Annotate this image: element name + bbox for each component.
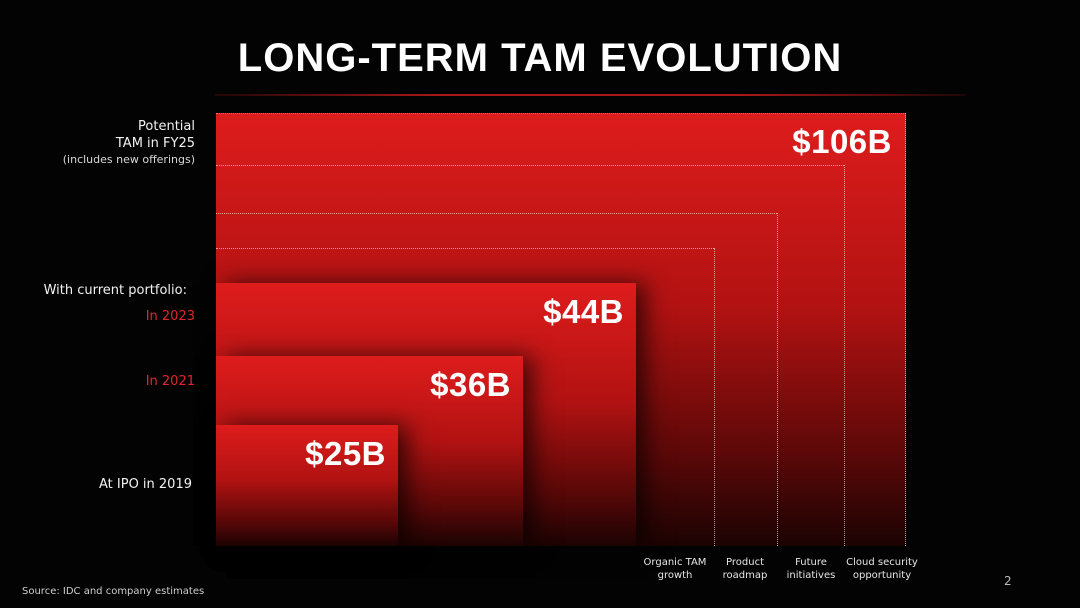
label-potential-line2: TAM in FY25 — [115, 136, 195, 151]
guide-line-v2 — [777, 213, 778, 546]
guide-line-h3 — [216, 248, 714, 249]
category-product-roadmap-line1: Product — [726, 557, 764, 568]
guide-line-h1 — [216, 165, 844, 166]
category-future-initiatives: Future initiatives — [780, 556, 842, 582]
guide-line-h2 — [216, 213, 777, 214]
category-product-roadmap-line2: roadmap — [722, 570, 768, 581]
label-in-2021: In 2021 — [145, 374, 195, 389]
guide-line-v4 — [905, 113, 906, 546]
category-future-initiatives-line1: Future — [795, 557, 827, 568]
source-note: Source: IDC and company estimates — [22, 586, 205, 597]
tam-value-2023: $44B — [543, 293, 624, 330]
category-product-roadmap: Product roadmap — [715, 556, 775, 582]
category-organic-tam-line1: Organic TAM — [643, 557, 707, 568]
slide-title: LONG-TERM TAM EVOLUTION — [237, 36, 843, 80]
category-cloud-security-line2: opportunity — [852, 570, 912, 581]
guide-line-v1 — [844, 165, 845, 546]
tam-value-2019: $25B — [305, 435, 386, 472]
tam-value-fy25: $106B — [792, 123, 892, 160]
label-ipo-2019: At IPO in 2019 — [99, 477, 192, 492]
guide-line-top — [216, 113, 906, 114]
category-organic-tam-line2: growth — [657, 570, 693, 581]
tam-block-2019: $25B — [216, 425, 398, 546]
label-potential-line1: Potential — [138, 119, 195, 134]
category-cloud-security: Cloud security opportunity — [843, 556, 921, 582]
label-potential-note: (includes new offerings) — [62, 153, 195, 166]
tam-value-2021: $36B — [430, 366, 511, 403]
title-divider — [215, 94, 965, 96]
label-current-portfolio: With current portfolio: — [43, 283, 187, 298]
label-in-2023: In 2023 — [145, 309, 195, 324]
category-future-initiatives-line2: initiatives — [786, 570, 836, 581]
category-organic-tam: Organic TAM growth — [640, 556, 710, 582]
guide-line-v3 — [714, 248, 715, 546]
page-number: 2 — [1004, 574, 1012, 588]
category-cloud-security-line1: Cloud security — [846, 557, 918, 568]
